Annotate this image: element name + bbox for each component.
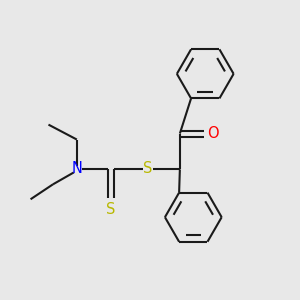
Text: O: O [207,126,219,141]
Text: N: N [71,161,82,176]
Text: S: S [106,202,116,217]
Text: S: S [143,161,153,176]
